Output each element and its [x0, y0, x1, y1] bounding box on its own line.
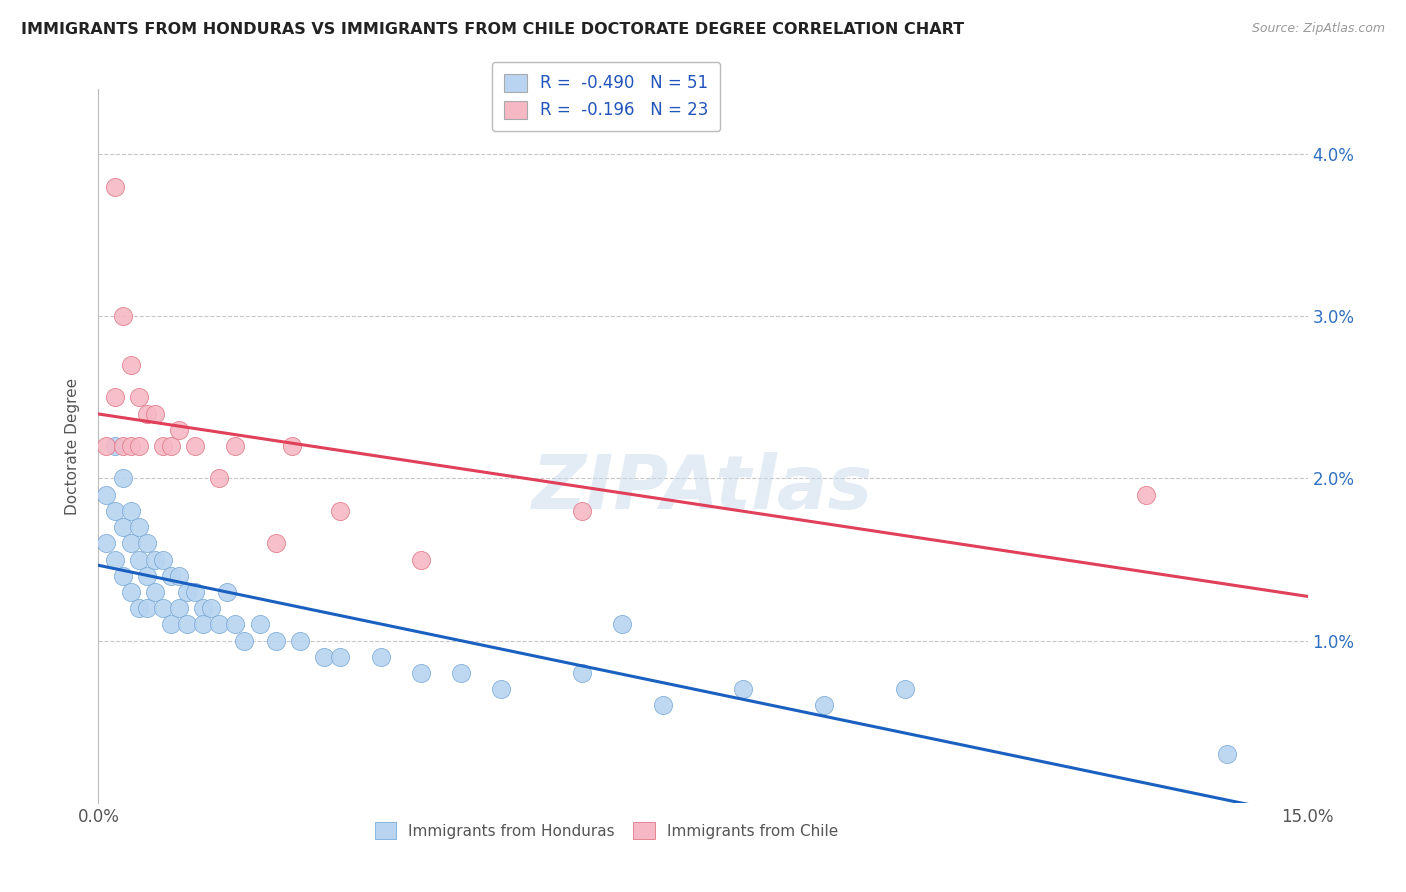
Point [813, 698, 835, 713]
Point [135, 568, 157, 582]
Point [111, 310, 134, 324]
Point [103, 179, 125, 194]
Point [370, 649, 392, 664]
Point [491, 682, 513, 697]
Point [143, 552, 166, 566]
Point [128, 520, 150, 534]
Point [111, 568, 134, 582]
Point [128, 552, 150, 566]
Point [103, 552, 125, 566]
Point [1135, 488, 1157, 502]
Text: ZIPAtlas: ZIPAtlas [533, 452, 873, 525]
Point [208, 617, 231, 632]
Point [103, 390, 125, 404]
Point [612, 617, 634, 632]
Point [135, 601, 157, 615]
Point [160, 568, 183, 582]
Text: Source: ZipAtlas.com: Source: ZipAtlas.com [1251, 22, 1385, 36]
Point [111, 439, 134, 453]
Point [450, 666, 472, 681]
Point [184, 439, 207, 453]
Point [288, 633, 311, 648]
Point [167, 568, 190, 582]
Point [103, 504, 125, 518]
Point [571, 504, 593, 518]
Point [103, 439, 125, 453]
Point [224, 617, 246, 632]
Point [120, 536, 142, 550]
Point [733, 682, 755, 697]
Point [111, 471, 134, 485]
Point [651, 698, 673, 713]
Point [224, 439, 246, 453]
Point [893, 682, 915, 697]
Point [217, 585, 239, 599]
Point [167, 601, 190, 615]
Point [120, 504, 142, 518]
Point [135, 536, 157, 550]
Point [152, 439, 174, 453]
Point [193, 617, 215, 632]
Point [167, 423, 190, 437]
Point [128, 390, 150, 404]
Point [96, 536, 118, 550]
Point [264, 536, 287, 550]
Point [120, 585, 142, 599]
Point [409, 666, 432, 681]
Point [571, 666, 593, 681]
Point [152, 552, 174, 566]
Point [281, 439, 304, 453]
Point [96, 439, 118, 453]
Point [193, 601, 215, 615]
Point [409, 552, 432, 566]
Point [111, 520, 134, 534]
Point [128, 601, 150, 615]
Point [160, 439, 183, 453]
Text: IMMIGRANTS FROM HONDURAS VS IMMIGRANTS FROM CHILE DOCTORATE DEGREE CORRELATION C: IMMIGRANTS FROM HONDURAS VS IMMIGRANTS F… [21, 22, 965, 37]
Point [184, 585, 207, 599]
Point [200, 601, 222, 615]
Point [160, 617, 183, 632]
Point [232, 633, 254, 648]
Point [329, 504, 352, 518]
Point [152, 601, 174, 615]
Point [314, 649, 336, 664]
Point [1216, 747, 1239, 761]
Point [176, 585, 198, 599]
Point [96, 488, 118, 502]
Point [143, 585, 166, 599]
Point [176, 617, 198, 632]
Point [264, 633, 287, 648]
Point [120, 358, 142, 372]
Point [128, 439, 150, 453]
Y-axis label: Doctorate Degree: Doctorate Degree [65, 377, 80, 515]
Point [249, 617, 271, 632]
Point [120, 439, 142, 453]
Legend: Immigrants from Honduras, Immigrants from Chile: Immigrants from Honduras, Immigrants fro… [368, 816, 844, 845]
Point [329, 649, 352, 664]
Point [143, 407, 166, 421]
Point [208, 471, 231, 485]
Point [135, 407, 157, 421]
